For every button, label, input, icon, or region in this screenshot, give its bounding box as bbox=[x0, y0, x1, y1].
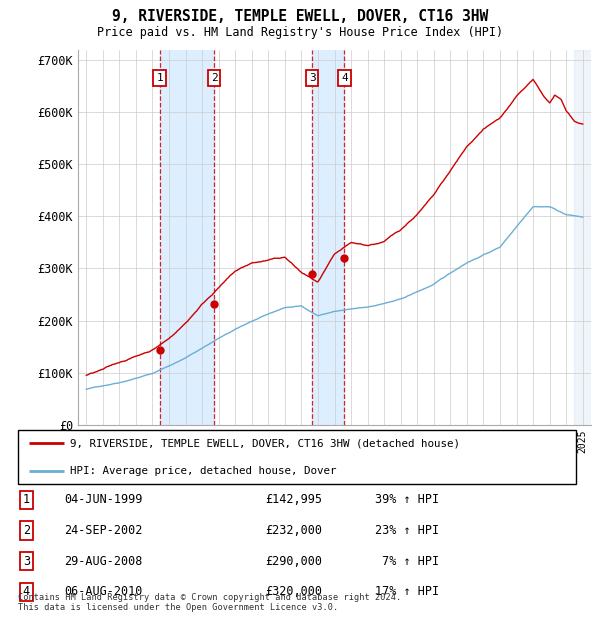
Text: Contains HM Land Registry data © Crown copyright and database right 2024.
This d: Contains HM Land Registry data © Crown c… bbox=[18, 593, 401, 612]
Text: 17% ↑ HPI: 17% ↑ HPI bbox=[375, 585, 439, 598]
Text: £142,995: £142,995 bbox=[265, 494, 322, 507]
Text: 04-JUN-1999: 04-JUN-1999 bbox=[64, 494, 142, 507]
Text: HPI: Average price, detached house, Dover: HPI: Average price, detached house, Dove… bbox=[70, 466, 336, 476]
Text: 23% ↑ HPI: 23% ↑ HPI bbox=[375, 524, 439, 537]
Text: 9, RIVERSIDE, TEMPLE EWELL, DOVER, CT16 3HW: 9, RIVERSIDE, TEMPLE EWELL, DOVER, CT16 … bbox=[112, 9, 488, 24]
Text: £320,000: £320,000 bbox=[265, 585, 322, 598]
Text: 06-AUG-2010: 06-AUG-2010 bbox=[64, 585, 142, 598]
Text: 4: 4 bbox=[341, 73, 348, 83]
Text: 2: 2 bbox=[23, 524, 30, 537]
Bar bbox=[160, 50, 214, 425]
Text: 2: 2 bbox=[211, 73, 218, 83]
Text: 9, RIVERSIDE, TEMPLE EWELL, DOVER, CT16 3HW (detached house): 9, RIVERSIDE, TEMPLE EWELL, DOVER, CT16 … bbox=[70, 438, 460, 448]
Text: 7% ↑ HPI: 7% ↑ HPI bbox=[375, 555, 439, 568]
Text: 3: 3 bbox=[309, 73, 316, 83]
Text: 3: 3 bbox=[23, 555, 30, 568]
Text: 29-AUG-2008: 29-AUG-2008 bbox=[64, 555, 142, 568]
Text: Price paid vs. HM Land Registry's House Price Index (HPI): Price paid vs. HM Land Registry's House … bbox=[97, 26, 503, 39]
Text: 24-SEP-2002: 24-SEP-2002 bbox=[64, 524, 142, 537]
Text: £232,000: £232,000 bbox=[265, 524, 322, 537]
Bar bbox=[574, 50, 593, 425]
Text: 39% ↑ HPI: 39% ↑ HPI bbox=[375, 494, 439, 507]
Text: £290,000: £290,000 bbox=[265, 555, 322, 568]
Text: 1: 1 bbox=[23, 494, 30, 507]
Text: 4: 4 bbox=[23, 585, 30, 598]
Text: 1: 1 bbox=[156, 73, 163, 83]
Bar bbox=[313, 50, 344, 425]
